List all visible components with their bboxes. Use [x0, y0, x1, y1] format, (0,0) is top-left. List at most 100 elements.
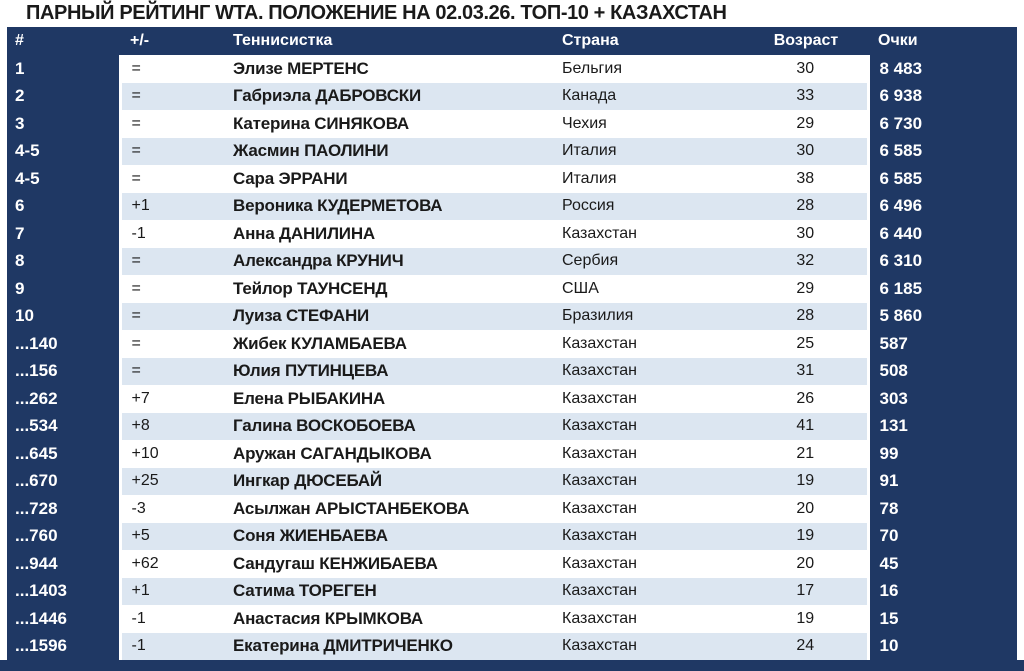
cell-points: 6 185 — [866, 275, 1017, 303]
cell-change: = — [120, 82, 224, 110]
cell-points: 78 — [866, 495, 1017, 523]
cell-country: Казахстан — [556, 385, 744, 413]
cell-player: Соня ЖИЕНБАЕВА — [224, 522, 556, 550]
cell-player: Александра КРУНИЧ — [224, 247, 556, 275]
cell-change: +25 — [120, 467, 224, 495]
cell-rank: ...728 — [7, 495, 122, 523]
cell-player: Аружан САГАНДЫКОВА — [224, 440, 556, 468]
cell-age: 28 — [744, 192, 868, 220]
cell-country: Италия — [556, 165, 744, 193]
cell-country: Бразилия — [556, 302, 744, 330]
cell-age: 38 — [744, 165, 868, 193]
cell-country: Италия — [556, 137, 744, 165]
cell-age: 20 — [744, 495, 868, 523]
cell-rank: ...645 — [7, 440, 122, 468]
table-row: ...944 +62 Сандугаш КЕНЖИБАЕВА Казахстан 20 4… — [7, 550, 1017, 578]
cell-points: 16 — [866, 577, 1017, 605]
header-age: Возраст — [744, 27, 868, 55]
cell-player: Асылжан АРЫСТАНБЕКОВА — [224, 495, 556, 523]
cell-age: 21 — [744, 440, 868, 468]
cell-country: Бельгия — [556, 55, 744, 83]
cell-points: 8 483 — [866, 55, 1017, 83]
cell-age: 33 — [744, 82, 868, 110]
cell-points: 99 — [866, 440, 1017, 468]
cell-points: 45 — [866, 550, 1017, 578]
cell-country: Сербия — [556, 247, 744, 275]
cell-country: Казахстан — [556, 330, 744, 358]
table-row: ...156 = Юлия ПУТИНЦЕВА Казахстан 31 508 — [7, 357, 1017, 385]
cell-points: 15 — [866, 605, 1017, 633]
cell-age: 19 — [744, 522, 868, 550]
cell-age: 24 — [744, 632, 868, 660]
cell-rank: 6 — [7, 192, 122, 220]
table-row: ...645 +10 Аружан САГАНДЫКОВА Казахстан 21 99 — [7, 440, 1017, 468]
cell-change: -1 — [120, 605, 224, 633]
cell-player: Сара ЭРРАНИ — [224, 165, 556, 193]
cell-change: = — [120, 110, 224, 138]
cell-rank: 10 — [7, 302, 122, 330]
header-change: +/- — [120, 27, 224, 55]
rankings-table-wrap: # +/- Теннисистка Страна Возраст Очки 1 =… — [7, 27, 1017, 660]
cell-rank: 8 — [7, 247, 122, 275]
cell-rank: ...534 — [7, 412, 122, 440]
cell-age: 30 — [744, 137, 868, 165]
cell-player: Елена РЫБАКИНА — [224, 385, 556, 413]
cell-country: Казахстан — [556, 220, 744, 248]
cell-rank: 9 — [7, 275, 122, 303]
table-row: ...1446 -1 Анастасия КРЫМКОВА Казахстан 19 15 — [7, 605, 1017, 633]
cell-age: 26 — [744, 385, 868, 413]
cell-change: -3 — [120, 495, 224, 523]
cell-points: 6 310 — [866, 247, 1017, 275]
cell-player: Анна ДАНИЛИНА — [224, 220, 556, 248]
cell-age: 20 — [744, 550, 868, 578]
cell-points: 508 — [866, 357, 1017, 385]
table-row: 10 = Луиза СТЕФАНИ Бразилия 28 5 860 — [7, 302, 1017, 330]
table-row: 7 -1 Анна ДАНИЛИНА Казахстан 30 6 440 — [7, 220, 1017, 248]
cell-country: Казахстан — [556, 632, 744, 660]
cell-points: 6 585 — [866, 165, 1017, 193]
cell-change: -1 — [120, 632, 224, 660]
rankings-table: # +/- Теннисистка Страна Возраст Очки 1 =… — [7, 27, 1017, 660]
cell-age: 25 — [744, 330, 868, 358]
cell-points: 587 — [866, 330, 1017, 358]
cell-rank: ...140 — [7, 330, 122, 358]
page-title: ПАРНЫЙ РЕЙТИНГ WTA. ПОЛОЖЕНИЕ НА 02.03.2… — [26, 2, 727, 24]
cell-player: Галина ВОСКОБОЕВА — [224, 412, 556, 440]
cell-points: 6 938 — [866, 82, 1017, 110]
cell-rank: ...760 — [7, 522, 122, 550]
cell-change: = — [120, 165, 224, 193]
cell-country: Чехия — [556, 110, 744, 138]
cell-rank: ...1446 — [7, 605, 122, 633]
cell-age: 19 — [744, 605, 868, 633]
cell-change: = — [120, 275, 224, 303]
cell-age: 17 — [744, 577, 868, 605]
cell-points: 131 — [866, 412, 1017, 440]
cell-points: 6 440 — [866, 220, 1017, 248]
table-row: 1 = Элизе МЕРТЕНС Бельгия 30 8 483 — [7, 55, 1017, 83]
table-row: ...1403 +1 Сатима ТОРЕГЕН Казахстан 17 16 — [7, 577, 1017, 605]
cell-change: = — [120, 330, 224, 358]
cell-rank: ...1403 — [7, 577, 122, 605]
cell-country: Казахстан — [556, 495, 744, 523]
cell-points: 6 730 — [866, 110, 1017, 138]
header-country: Страна — [556, 27, 744, 55]
table-row: ...534 +8 Галина ВОСКОБОЕВА Казахстан 41 131 — [7, 412, 1017, 440]
cell-player: Жасмин ПАОЛИНИ — [224, 137, 556, 165]
cell-country: Казахстан — [556, 357, 744, 385]
table-row: 2 = Габриэла ДАБРОВСКИ Канада 33 6 938 — [7, 82, 1017, 110]
cell-country: Казахстан — [556, 522, 744, 550]
cell-country: Казахстан — [556, 467, 744, 495]
table-row: ...1596 -1 Екатерина ДМИТРИЧЕНКО Казахстан 2… — [7, 632, 1017, 660]
cell-points: 91 — [866, 467, 1017, 495]
cell-age: 19 — [744, 467, 868, 495]
cell-country: Россия — [556, 192, 744, 220]
cell-player: Элизе МЕРТЕНС — [224, 55, 556, 83]
cell-player: Ингкар ДЮСЕБАЙ — [224, 467, 556, 495]
cell-change: +1 — [120, 577, 224, 605]
cell-points: 6 585 — [866, 137, 1017, 165]
cell-change: = — [120, 247, 224, 275]
cell-rank: 4-5 — [7, 165, 122, 193]
cell-player: Жибек КУЛАМБАЕВА — [224, 330, 556, 358]
cell-rank: 3 — [7, 110, 122, 138]
